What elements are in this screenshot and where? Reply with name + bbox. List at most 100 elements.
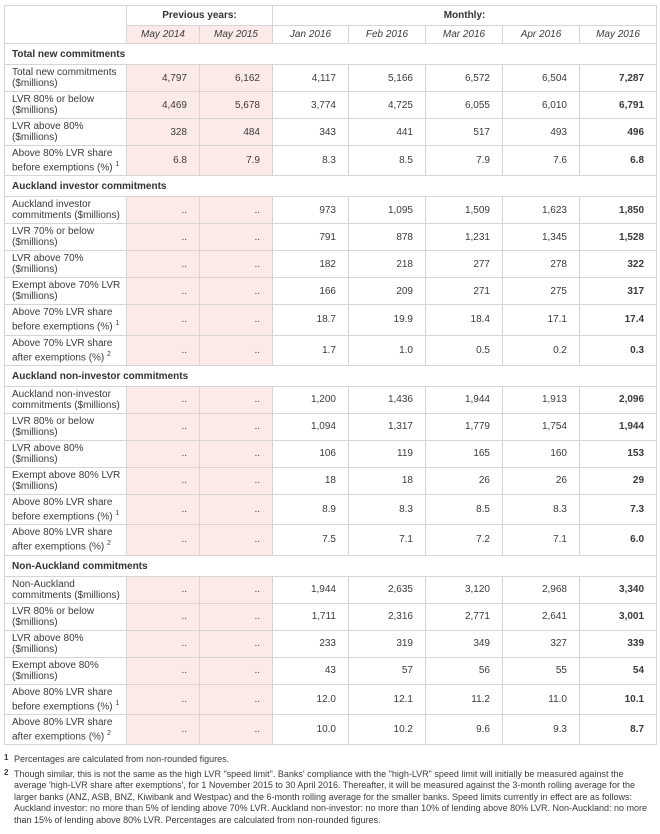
- value-cell: ..: [199, 385, 273, 414]
- value-cell: 1,528: [578, 223, 658, 252]
- row-label-text: Above 80% LVR share after exemptions (%): [12, 716, 113, 743]
- row-label-text: Above 80% LVR share before exemptions (%…: [12, 496, 113, 523]
- row-label-text: LVR above 70% ($millions): [12, 253, 84, 276]
- data-row: Above 80% LVR share before exemptions (%…: [4, 493, 658, 526]
- row-label: Exempt above 80% LVR ($millions): [4, 466, 127, 495]
- value-cell: 271: [425, 277, 503, 306]
- value-cell: 878: [348, 223, 426, 252]
- value-cell: ..: [199, 629, 273, 658]
- row-label-text: LVR above 80% ($millions): [12, 632, 84, 655]
- value-cell: ..: [199, 196, 273, 225]
- value-cell: 7.9: [199, 144, 273, 177]
- row-label-text: Exempt above 70% LVR ($millions): [12, 280, 121, 303]
- row-label: LVR 80% or below ($millions): [4, 602, 127, 631]
- value-cell: 182: [272, 250, 349, 279]
- value-cell: 349: [425, 629, 503, 658]
- value-cell: 1,944: [578, 412, 658, 441]
- value-cell: 275: [502, 277, 580, 306]
- value-cell: ..: [199, 223, 273, 252]
- data-row: LVR 80% or below ($millions) 4,469 5,678 3,…: [4, 91, 658, 119]
- data-row: LVR 70% or below ($millions).... 791 878 1,…: [4, 223, 658, 252]
- value-cell: 19.9: [348, 304, 426, 336]
- column-header-apr-2016: Apr 2016: [502, 25, 580, 44]
- row-label-text: Non-Auckland commitments ($millions): [12, 578, 120, 601]
- value-cell: 3,340: [578, 575, 658, 604]
- data-row: LVR above 80% ($millions).... 106 119 165 16…: [4, 439, 658, 468]
- value-cell: 26: [502, 466, 580, 495]
- value-cell: ..: [126, 602, 200, 631]
- value-cell: 1.0: [348, 334, 426, 366]
- value-cell: 2,316: [348, 602, 426, 631]
- value-cell: 2,635: [348, 575, 426, 604]
- column-group-row: Previous years: Monthly:: [4, 5, 658, 44]
- value-cell: 8.3: [348, 493, 426, 526]
- value-cell: 6,162: [199, 64, 273, 92]
- data-row: LVR above 80% ($millions).... 233 319 349 32…: [4, 629, 658, 658]
- value-cell: 153: [578, 439, 658, 468]
- value-cell: 1,317: [348, 412, 426, 441]
- value-cell: 26: [425, 466, 503, 495]
- section-header-row: Auckland non-investor commitments: [3, 364, 658, 387]
- value-cell: 18: [272, 466, 349, 495]
- row-label: Above 80% LVR share before exemptions (%…: [4, 493, 127, 526]
- table-header: Previous years: Monthly: May 2014 May 20…: [4, 5, 658, 44]
- row-label-text: LVR 80% or below ($millions): [12, 605, 95, 628]
- value-cell: 2,771: [425, 602, 503, 631]
- value-cell: 54: [578, 656, 658, 685]
- value-cell: 4,725: [348, 91, 426, 119]
- data-row: Above 80% LVR share after exemptions (%)…: [4, 524, 658, 556]
- value-cell: 7.5: [272, 524, 349, 556]
- row-label-text: Above 80% LVR share after exemptions (%): [12, 527, 113, 553]
- value-cell: 6,055: [425, 91, 503, 119]
- row-label: LVR above 80% ($millions): [4, 439, 127, 468]
- section-header-row: Non-Auckland commitments: [3, 554, 658, 577]
- value-cell: ..: [199, 602, 273, 631]
- value-cell: ..: [199, 334, 273, 366]
- value-cell: 3,774: [272, 91, 349, 119]
- value-cell: 12.0: [272, 683, 349, 715]
- value-cell: ..: [199, 524, 273, 556]
- value-cell: ..: [126, 629, 200, 658]
- value-cell: 7.1: [348, 524, 426, 556]
- section-title: Total new commitments: [3, 43, 658, 65]
- row-label-text: LVR above 80% ($millions): [12, 121, 84, 143]
- data-row: Exempt above 80% LVR ($millions).... 18 18…: [4, 466, 658, 495]
- footnote-reference: 1: [115, 699, 120, 707]
- value-cell: ..: [199, 493, 273, 526]
- section-title: Non-Auckland commitments: [3, 554, 658, 577]
- value-cell: 7.6: [502, 144, 580, 177]
- footnote-2-marker: 2: [4, 767, 9, 777]
- data-row: LVR 80% or below ($millions).... 1,711 2,3…: [4, 602, 658, 631]
- value-cell: 8.5: [425, 493, 503, 526]
- value-cell: 317: [578, 277, 658, 306]
- row-label: Above 80% LVR share before exemptions (%…: [4, 144, 127, 177]
- row-label: Above 70% LVR share before exemptions (%…: [4, 304, 127, 336]
- row-label: Exempt above 70% LVR ($millions): [4, 277, 127, 306]
- value-cell: 55: [502, 656, 580, 685]
- value-cell: 0.5: [425, 334, 503, 366]
- column-header-feb-2016: Feb 2016: [348, 25, 426, 44]
- value-cell: ..: [199, 277, 273, 306]
- value-cell: 8.3: [502, 493, 580, 526]
- row-label: Above 80% LVR share after exemptions (%)…: [4, 713, 127, 746]
- value-cell: 7,287: [578, 64, 658, 92]
- value-cell: 56: [425, 656, 503, 685]
- value-cell: 17.4: [578, 304, 658, 336]
- row-label-text: Above 80% LVR share before exemptions (%…: [12, 148, 113, 174]
- footnotes: 1 Percentages are calculated from non-ro…: [4, 753, 654, 826]
- value-cell: 1,850: [578, 196, 658, 225]
- value-cell: 791: [272, 223, 349, 252]
- value-cell: 17.1: [502, 304, 580, 336]
- value-cell: 3,120: [425, 575, 503, 604]
- value-cell: 1.7: [272, 334, 349, 366]
- value-cell: 1,779: [425, 412, 503, 441]
- value-cell: 18: [348, 466, 426, 495]
- value-cell: 165: [425, 439, 503, 468]
- data-row: Above 80% LVR share before exemptions (%…: [4, 683, 658, 715]
- value-cell: 9.3: [502, 713, 580, 746]
- value-cell: 10.0: [272, 713, 349, 746]
- value-cell: 1,345: [502, 223, 580, 252]
- value-cell: 106: [272, 439, 349, 468]
- row-label-text: Above 70% LVR share after exemptions (%): [12, 337, 113, 363]
- row-label: Total new commitments ($millions): [4, 64, 127, 92]
